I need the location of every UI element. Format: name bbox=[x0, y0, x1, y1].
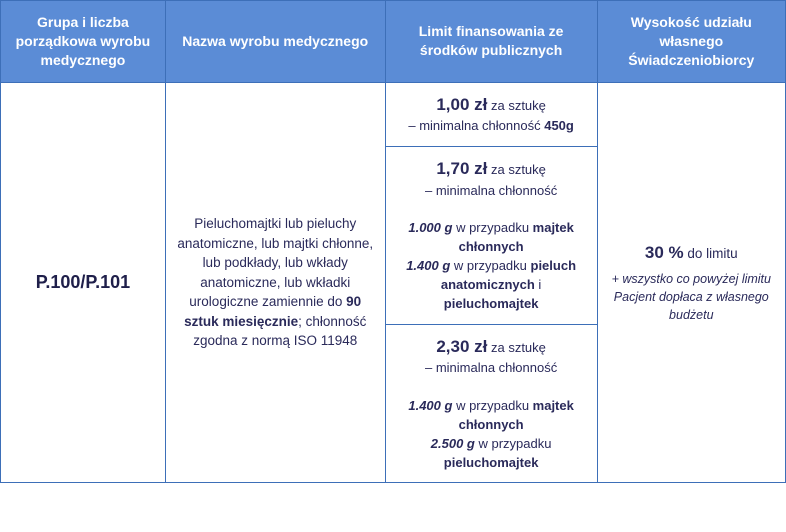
product-description: Pieluchomajtki lub pieluchy anatomiczne,… bbox=[165, 82, 385, 483]
reimbursement-table: Grupa i liczba porządkowa wyrobu medyczn… bbox=[0, 0, 786, 483]
header-row: Grupa i liczba porządkowa wyrobu medyczn… bbox=[1, 1, 786, 83]
table-header: Grupa i liczba porządkowa wyrobu medyczn… bbox=[1, 1, 786, 83]
table-row: P.100/P.101 Pieluchomajtki lub pieluchy … bbox=[1, 82, 786, 146]
limit-row-3: 2,30 zł za sztukę – minimalna chłonność … bbox=[385, 324, 597, 483]
limit1-sub-pre: – minimalna chłonność bbox=[408, 118, 544, 133]
header-col1: Grupa i liczba porządkowa wyrobu medyczn… bbox=[1, 1, 166, 83]
header-col3: Limit finansowania ze środków publicznyc… bbox=[385, 1, 597, 83]
limit1-per: za sztukę bbox=[487, 98, 546, 113]
product-code: P.100/P.101 bbox=[1, 82, 166, 483]
header-col2: Nazwa wyrobu medycznego bbox=[165, 1, 385, 83]
limit3-sub1: – minimalna chłonność bbox=[425, 360, 557, 375]
share-rest: do limitu bbox=[684, 246, 738, 261]
limit3-l2-bold: pieluchomajtek bbox=[444, 455, 539, 470]
limit2-l1-val: 1.000 g bbox=[408, 220, 452, 235]
desc-pre: Pieluchomajtki lub pieluchy anatomiczne,… bbox=[177, 216, 373, 309]
limit-row-1: 1,00 zł za sztukę – minimalna chłonność … bbox=[385, 82, 597, 146]
limit3-l2-val: 2.500 g bbox=[431, 436, 475, 451]
limit2-price: 1,70 zł bbox=[436, 159, 487, 178]
share-percent: 30 % bbox=[645, 243, 684, 262]
share-note: + wszystko co powyżej limitu Pacjent dop… bbox=[606, 270, 777, 324]
limit3-per: za sztukę bbox=[487, 340, 546, 355]
limit2-l2-and: i bbox=[535, 277, 542, 292]
limit2-sub1: – minimalna chłonność bbox=[425, 183, 557, 198]
limit3-price: 2,30 zł bbox=[436, 337, 487, 356]
limit3-l1-val: 1.400 g bbox=[408, 398, 452, 413]
limit2-per: za sztukę bbox=[487, 162, 546, 177]
limit1-price: 1,00 zł bbox=[436, 95, 487, 114]
limit1-sub-bold: 450g bbox=[544, 118, 574, 133]
limit2-l1-txt: w przypadku bbox=[452, 220, 532, 235]
limit2-l2-val: 1.400 g bbox=[406, 258, 450, 273]
header-col4: Wysokość udziału własnego Świadczeniobio… bbox=[597, 1, 785, 83]
limit-row-2: 1,70 zł za sztukę – minimalna chłonność … bbox=[385, 147, 597, 325]
limit3-l1-txt: w przypadku bbox=[452, 398, 532, 413]
limit2-l2-bold2: pieluchomajtek bbox=[444, 296, 539, 311]
limit2-l2-txt: w przypadku bbox=[450, 258, 530, 273]
limit3-l2-txt: w przypadku bbox=[475, 436, 552, 451]
share-cell: 30 % do limitu + wszystko co powyżej lim… bbox=[597, 82, 785, 483]
table: Grupa i liczba porządkowa wyrobu medyczn… bbox=[0, 0, 786, 483]
table-body: P.100/P.101 Pieluchomajtki lub pieluchy … bbox=[1, 82, 786, 483]
